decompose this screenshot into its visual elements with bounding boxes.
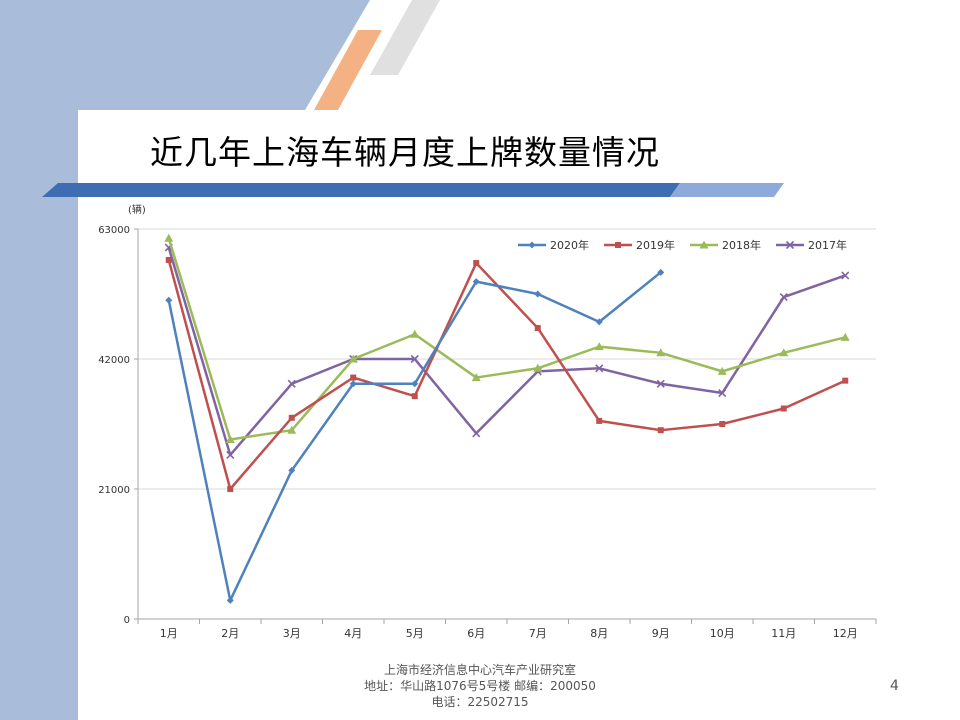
- x-tick-label: 2月: [221, 627, 239, 640]
- decorative-stripes: [0, 0, 440, 110]
- x-tick-label: 9月: [652, 627, 670, 640]
- y-tick-label: 0: [124, 615, 130, 626]
- data-point: [785, 240, 795, 250]
- chart-canvas: 0 21000 42000 63000 (辆) 1月 2月 3月 4月 5月 6月 7月 8月 9月 10月…: [98, 203, 877, 640]
- data-point: [287, 379, 296, 388]
- page-title: 近几年上海车辆月度上牌数量情况: [150, 133, 660, 172]
- data-point: [594, 342, 604, 351]
- x-tick-label: 4月: [344, 627, 362, 640]
- data-point: [528, 241, 536, 249]
- data-point: [348, 354, 358, 363]
- data-point: [288, 466, 296, 474]
- data-point: [534, 325, 541, 332]
- data-point: [411, 380, 419, 388]
- series-line: [167, 259, 846, 491]
- data-point: [842, 377, 849, 384]
- series-line: [167, 237, 846, 441]
- title-divider: [42, 183, 784, 197]
- data-point: [533, 363, 543, 372]
- data-point: [471, 373, 481, 382]
- legend-label: 2017年: [808, 238, 847, 252]
- data-point: [779, 293, 788, 302]
- data-point: [615, 242, 621, 248]
- data-point: [473, 260, 480, 267]
- data-point: [165, 296, 173, 304]
- data-point: [288, 414, 295, 421]
- data-point: [780, 405, 787, 412]
- data-point: [534, 290, 542, 298]
- data-point: [410, 354, 419, 364]
- page-number: 4: [890, 678, 899, 694]
- data-point: [840, 332, 850, 341]
- data-point: [699, 240, 709, 249]
- data-point: [472, 278, 480, 286]
- x-tick-label: 10月: [710, 627, 735, 640]
- x-tick-label: 5月: [406, 627, 424, 640]
- x-tick-label: 11月: [771, 627, 796, 640]
- data-point: [287, 425, 297, 434]
- data-point: [226, 450, 235, 460]
- data-point: [719, 421, 726, 427]
- footer: 上海市经济信息中心汽车产业研究室 地址：华山路1076号5号楼 邮编：20005…: [300, 662, 660, 710]
- x-tick-label: 8月: [590, 627, 608, 640]
- data-point: [595, 364, 604, 373]
- data-point: [164, 233, 174, 242]
- data-point: [656, 379, 665, 388]
- line-chart: 0 21000 42000 63000 (辆) 1月 2月 3月 4月 5月 6月 7月 8月 9月 10月…: [78, 195, 960, 655]
- data-point: [227, 486, 234, 492]
- data-point: [349, 380, 357, 388]
- data-point: [718, 388, 727, 398]
- data-point: [657, 427, 664, 434]
- background-panel: [0, 0, 78, 720]
- y-tick-label: 21000: [98, 485, 130, 496]
- data-point: [656, 348, 666, 357]
- x-tick-label: 3月: [283, 627, 301, 640]
- data-point: [472, 429, 481, 438]
- legend-label: 2019年: [636, 238, 675, 252]
- data-point: [350, 374, 357, 381]
- data-point: [657, 268, 665, 276]
- data-point: [411, 393, 418, 400]
- data-point: [226, 596, 234, 604]
- x-tick-label: 12月: [833, 627, 858, 640]
- data-point: [595, 318, 603, 326]
- data-point: [596, 417, 603, 424]
- title-card: [78, 110, 960, 190]
- data-point: [225, 434, 235, 443]
- x-tick-label: 1月: [160, 627, 178, 640]
- legend-label: 2018年: [722, 238, 761, 252]
- x-tick-label: 7月: [529, 627, 547, 640]
- y-tick-label: 63000: [98, 225, 130, 236]
- x-tick-label: 6月: [467, 627, 485, 640]
- data-point: [779, 348, 789, 357]
- y-axis-unit-label: (辆): [128, 203, 146, 216]
- y-tick-label: 42000: [98, 355, 130, 366]
- footer-address: 地址：华山路1076号5号楼 邮编：200050: [364, 679, 596, 693]
- series-line: [167, 247, 846, 457]
- data-point: [841, 271, 850, 280]
- legend-label: 2020年: [550, 238, 589, 252]
- footer-phone: 电话：22502715: [431, 695, 529, 709]
- data-point: [410, 329, 420, 338]
- data-point: [165, 256, 172, 263]
- footer-org: 上海市经济信息中心汽车产业研究室: [383, 663, 576, 677]
- data-point: [717, 366, 727, 375]
